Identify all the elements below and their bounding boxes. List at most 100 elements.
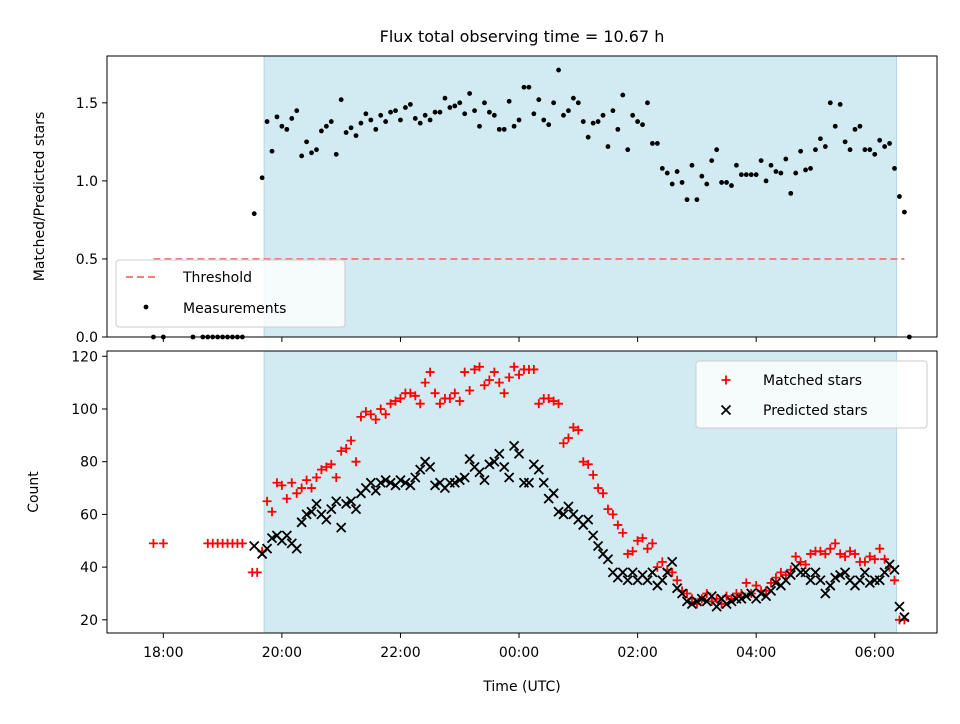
data-point (482, 100, 487, 106)
data-point (429, 480, 441, 491)
data-point (368, 117, 374, 123)
data-point (659, 166, 665, 171)
data-point (803, 167, 808, 173)
data-point (748, 172, 754, 178)
data-point (422, 112, 428, 118)
data-point (437, 109, 443, 115)
data-point (287, 478, 297, 488)
data-point (580, 119, 586, 124)
x-tick-label: 04:00 (736, 645, 776, 661)
data-point (657, 575, 668, 586)
data-point (336, 522, 347, 533)
data-point (460, 367, 470, 377)
data-point (864, 577, 875, 589)
data-point (734, 162, 739, 168)
data-point (477, 123, 482, 129)
data-point (301, 509, 312, 520)
data-point (880, 554, 890, 564)
legend-predicted-swatch (720, 404, 732, 416)
data-point (570, 95, 576, 101)
data-point (548, 488, 559, 499)
data-point (642, 575, 653, 586)
data-point (585, 134, 591, 140)
data-point (533, 464, 544, 475)
data-point (445, 393, 455, 403)
data-point (259, 175, 265, 181)
data-point (459, 472, 470, 483)
data-point (307, 483, 317, 493)
data-point (899, 612, 910, 623)
data-point (541, 117, 547, 123)
data-point (672, 575, 682, 585)
data-point (563, 433, 573, 443)
data-point (348, 125, 354, 131)
data-point (875, 544, 885, 554)
data-point (857, 123, 863, 129)
data-point (662, 567, 673, 578)
data-point (556, 67, 561, 73)
data-point (877, 137, 883, 143)
data-point (435, 399, 445, 409)
data-point (706, 590, 717, 602)
data-point (450, 388, 460, 398)
data-point (321, 462, 331, 472)
data-point (508, 440, 520, 452)
data-point (417, 120, 423, 126)
data-point (647, 567, 658, 578)
data-point (484, 459, 495, 470)
data-point (714, 147, 720, 153)
data-point (237, 538, 247, 548)
data-point (304, 139, 309, 145)
data-point (679, 180, 685, 185)
data-point (494, 378, 504, 388)
data-point (583, 514, 594, 525)
data-point (776, 567, 786, 577)
data-point (513, 448, 525, 459)
data-point (743, 172, 749, 178)
data-point (850, 549, 860, 559)
data-point (633, 536, 643, 546)
data-point (820, 549, 830, 559)
legend-box (115, 259, 346, 328)
data-point (526, 84, 532, 90)
data-point (874, 575, 885, 586)
x-tick-label: 06:00 (855, 645, 895, 661)
data-point (551, 100, 557, 106)
data-point (410, 472, 421, 483)
data-point (707, 596, 717, 606)
data-point (837, 101, 843, 107)
data-point (496, 126, 502, 132)
y-tick-label: 0.5 (76, 252, 98, 268)
data-point (867, 147, 873, 153)
series-predicted-stars (249, 440, 910, 623)
data-point (381, 409, 391, 419)
data-point (504, 372, 514, 382)
data-point (442, 95, 448, 101)
data-point (741, 578, 751, 588)
y-tick-label: 80 (80, 455, 98, 471)
data-point (449, 477, 460, 488)
data-point (385, 477, 396, 488)
data-point (457, 100, 463, 106)
data-point (499, 388, 509, 398)
data-point (323, 123, 329, 129)
data-point (272, 478, 282, 488)
data-point (664, 170, 670, 176)
axes-frame (106, 350, 938, 634)
data-point (623, 549, 633, 559)
data-point (667, 556, 678, 567)
data-point (593, 483, 603, 493)
data-point (358, 120, 364, 126)
chart-title: Flux total observing time = 10.67 h (380, 27, 665, 46)
data-point (674, 169, 680, 174)
data-point (420, 378, 430, 388)
data-point (617, 567, 628, 578)
y-axis-label: Count (26, 471, 42, 513)
data-point (371, 415, 381, 425)
data-point (523, 477, 535, 488)
data-point (346, 436, 356, 446)
data-point (341, 444, 351, 454)
axes-frame (106, 55, 938, 338)
data-point (575, 100, 581, 106)
data-point (630, 112, 636, 118)
